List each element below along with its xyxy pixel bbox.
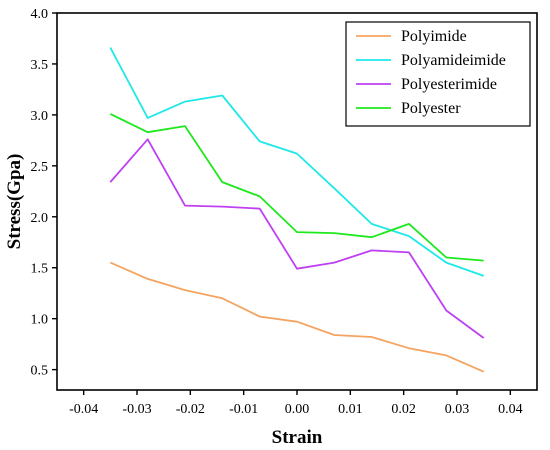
y-tick-label: 2.5 (31, 160, 49, 175)
y-tick-label: 0.5 (31, 364, 49, 379)
y-tick-label: 1.0 (31, 313, 49, 328)
y-axis: 0.5 1.0 1.5 2.0 2.5 3.0 3.5 4.0 (31, 7, 57, 379)
y-tick-label: 1.5 (31, 262, 49, 277)
series-line-polyamideimide (109, 47, 485, 277)
legend-label-polyamideimide: Polyamideimide (401, 52, 506, 69)
y-axis-title: Stress(Gpa) (4, 154, 25, 250)
series-layer (109, 47, 485, 373)
x-tick-label: -0.04 (69, 402, 98, 417)
x-tick-label: -0.03 (122, 402, 151, 417)
y-tick-label: 3.5 (31, 58, 49, 73)
series-line-polyesterimide (109, 138, 485, 339)
x-tick-label: -0.01 (229, 402, 258, 417)
series-line-polyester (109, 113, 484, 262)
x-tick-label: 0.03 (445, 402, 470, 417)
x-tick-label: 0.00 (285, 402, 310, 417)
y-tick-label: 2.0 (31, 211, 49, 226)
legend: Polyimide Polyamideimide Polyesterimide Pol… (345, 21, 531, 127)
x-axis-title: Strain (272, 427, 323, 448)
legend-label-polyimide: Polyimide (401, 28, 467, 45)
legend-label-polyester: Polyester (401, 100, 461, 117)
series-line-polyimide (109, 261, 485, 373)
x-tick-label: 0.02 (391, 402, 416, 417)
x-tick-label: 0.04 (498, 402, 523, 417)
legend-label-polyesterimide: Polyesterimide (401, 76, 497, 93)
x-tick-label: -0.02 (176, 402, 205, 417)
y-tick-label: 4.0 (31, 7, 49, 22)
y-tick-label: 3.0 (31, 109, 49, 124)
x-axis: -0.04 -0.03 -0.02 -0.01 0.00 0.01 0.02 0.03 0.04 (69, 390, 523, 417)
x-tick-label: 0.01 (338, 402, 363, 417)
